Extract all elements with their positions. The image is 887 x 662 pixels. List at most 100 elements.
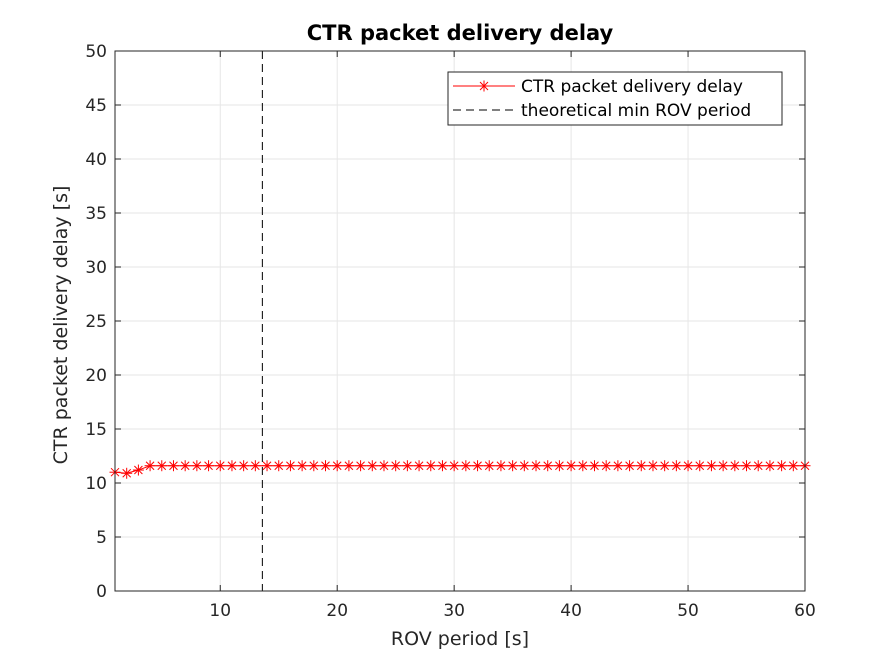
marker-stroke bbox=[286, 461, 295, 471]
marker-stroke bbox=[332, 461, 342, 471]
delay-data-point bbox=[261, 460, 273, 472]
series-layer bbox=[109, 51, 811, 591]
delay-data-point bbox=[144, 460, 156, 472]
marker-stroke bbox=[730, 461, 740, 471]
legend-label-delay: CTR packet delivery delay bbox=[521, 77, 743, 97]
marker-stroke bbox=[636, 461, 646, 471]
x-tick-label: 10 bbox=[209, 601, 231, 621]
legend-entry-min-period: theoretical min ROV period bbox=[453, 101, 751, 121]
delay-data-point bbox=[624, 460, 636, 472]
delay-data-point bbox=[460, 460, 472, 472]
marker-stroke bbox=[122, 468, 132, 478]
marker-stroke bbox=[414, 461, 424, 471]
delay-data-point bbox=[670, 460, 682, 472]
marker-stroke bbox=[777, 461, 786, 471]
legend-entry-delay: CTR packet delivery delay bbox=[453, 77, 743, 97]
x-tick-label: 20 bbox=[326, 601, 348, 621]
marker-stroke bbox=[473, 461, 482, 471]
x-tick-labels: 10 20 30 40 50 60 bbox=[209, 601, 815, 621]
marker-stroke bbox=[461, 461, 471, 471]
x-tick-label: 30 bbox=[443, 601, 465, 621]
marker-stroke bbox=[449, 461, 459, 471]
delay-data-point bbox=[577, 460, 589, 472]
delay-data-point bbox=[518, 460, 530, 472]
marker-stroke bbox=[508, 461, 517, 471]
marker-stroke bbox=[145, 461, 155, 471]
delay-data-point bbox=[249, 460, 261, 472]
marker-stroke bbox=[672, 461, 681, 471]
marker-stroke bbox=[707, 461, 716, 471]
delay-data-point bbox=[390, 460, 402, 472]
delay-data-point bbox=[366, 460, 378, 472]
y-tick-label: 45 bbox=[85, 96, 107, 116]
marker-stroke bbox=[403, 461, 412, 471]
delay-data-point bbox=[132, 464, 144, 476]
marker-stroke bbox=[543, 461, 553, 471]
delay-data-point bbox=[472, 460, 484, 472]
marker-stroke bbox=[274, 461, 284, 471]
legend-asterisk bbox=[478, 80, 490, 92]
y-tick-label: 40 bbox=[85, 150, 107, 170]
marker-stroke bbox=[613, 461, 623, 471]
marker-stroke bbox=[309, 461, 319, 471]
marker-stroke bbox=[391, 461, 401, 471]
delay-data-point bbox=[553, 460, 565, 472]
marker-stroke bbox=[695, 461, 705, 471]
marker-stroke bbox=[788, 461, 798, 471]
delay-data-point bbox=[214, 460, 226, 472]
x-tick-label: 40 bbox=[560, 601, 582, 621]
y-tick-label: 10 bbox=[85, 474, 107, 494]
marker-stroke bbox=[566, 461, 576, 471]
marker-stroke bbox=[660, 461, 670, 471]
marker-stroke bbox=[227, 461, 237, 471]
y-tick-label: 15 bbox=[85, 420, 107, 440]
marker-stroke bbox=[438, 461, 447, 471]
delay-data-point bbox=[741, 460, 753, 472]
marker-stroke bbox=[204, 461, 213, 471]
marker-stroke bbox=[262, 461, 272, 471]
delay-data-point bbox=[448, 460, 460, 472]
delay-data-point bbox=[483, 460, 495, 472]
delay-data-point bbox=[729, 460, 741, 472]
y-tick-label: 30 bbox=[85, 258, 107, 278]
legend: CTR packet delivery delay theoretical mi… bbox=[447, 71, 783, 126]
x-tick-label: 50 bbox=[677, 601, 699, 621]
marker-stroke bbox=[215, 461, 225, 471]
marker-stroke bbox=[250, 461, 260, 471]
marker-stroke bbox=[297, 461, 307, 471]
delay-data-point bbox=[378, 460, 390, 472]
y-tick-labels: 0 5 10 15 20 25 30 35 40 45 50 bbox=[85, 42, 107, 602]
delay-data-point bbox=[542, 460, 554, 472]
marker-stroke bbox=[192, 461, 202, 471]
delay-data-point bbox=[507, 460, 519, 472]
delay-data-point bbox=[776, 460, 788, 472]
marker-stroke bbox=[134, 465, 143, 475]
delay-data-point bbox=[156, 460, 168, 472]
delay-data-point bbox=[238, 460, 250, 472]
x-tick-label: 60 bbox=[794, 601, 816, 621]
delay-data-point bbox=[612, 460, 624, 472]
delay-data-point bbox=[401, 460, 413, 472]
marker-stroke bbox=[180, 461, 190, 471]
marker-stroke bbox=[519, 461, 529, 471]
delay-data-point bbox=[705, 460, 717, 472]
marker-stroke bbox=[367, 461, 377, 471]
marker-stroke bbox=[555, 461, 564, 471]
delay-data-point bbox=[320, 460, 332, 472]
y-tick-label: 50 bbox=[85, 42, 107, 62]
delay-data-point bbox=[588, 460, 600, 472]
delay-data-point bbox=[425, 460, 437, 472]
y-tick-label: 20 bbox=[85, 366, 107, 386]
marker-stroke bbox=[344, 461, 354, 471]
delay-data-point bbox=[191, 460, 203, 472]
marker-stroke bbox=[496, 461, 506, 471]
delay-data-point bbox=[752, 460, 764, 472]
delay-data-point bbox=[331, 460, 343, 472]
y-tick-label: 0 bbox=[96, 582, 107, 602]
delay-data-point bbox=[413, 460, 425, 472]
y-tick-label: 35 bbox=[85, 204, 107, 224]
delay-data-point bbox=[284, 460, 296, 472]
marker-stroke bbox=[648, 461, 658, 471]
delay-data-point bbox=[565, 460, 577, 472]
